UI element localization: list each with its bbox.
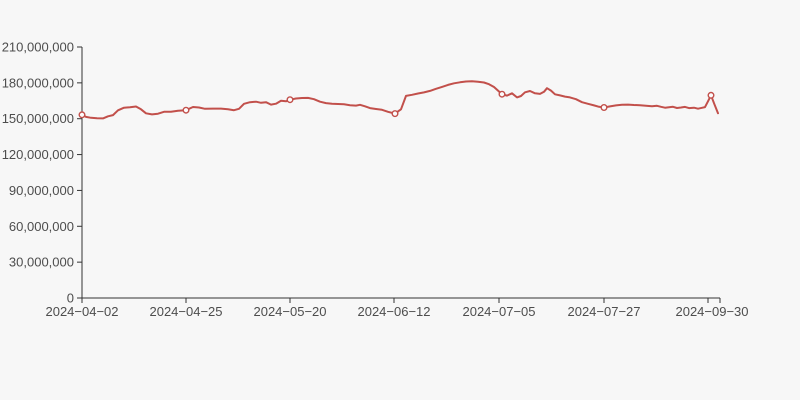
- data-point-marker[interactable]: [600, 103, 608, 111]
- y-axis-label: 120,000,000: [2, 147, 74, 162]
- x-axis-label: 2024−07−27: [567, 304, 640, 319]
- y-axis-label: 180,000,000: [2, 75, 74, 90]
- data-point-marker[interactable]: [707, 91, 715, 99]
- series-markers-group: [78, 90, 715, 119]
- y-axis-ticks: [77, 46, 82, 299]
- data-point-marker[interactable]: [78, 111, 86, 119]
- x-axis-labels: 2024−04−02 2024−04−25 2024−05−20 2024−06−12…: [45, 304, 748, 319]
- series-line[interactable]: [81, 80, 719, 120]
- data-point-marker[interactable]: [182, 106, 190, 114]
- y-axis-label: 60,000,000: [9, 219, 74, 234]
- data-point-marker[interactable]: [286, 96, 294, 104]
- y-axis-label: 90,000,000: [9, 183, 74, 198]
- y-axis-label: 0: [67, 291, 74, 306]
- y-axis-label: 30,000,000: [9, 255, 74, 270]
- y-axis-labels: 0 30,000,000 60,000,000 90,000,000 120,000,0…: [2, 40, 74, 306]
- x-axis-label: 2024−04−02: [45, 304, 118, 319]
- data-point-marker[interactable]: [498, 90, 506, 98]
- x-axis-label: 2024−09−30: [675, 304, 748, 319]
- x-axis-label: 2024−07−05: [462, 304, 535, 319]
- y-axis-label: 150,000,000: [2, 111, 74, 126]
- axes: [81, 47, 720, 299]
- x-axis-label: 2024−05−20: [253, 304, 326, 319]
- x-axis-label: 2024−04−25: [149, 304, 222, 319]
- x-axis-label: 2024−06−12: [357, 304, 430, 319]
- y-axis-label: 210,000,000: [2, 40, 74, 55]
- data-point-marker[interactable]: [391, 110, 399, 118]
- x-axis-ticks: [81, 298, 721, 303]
- series-line-group: [81, 80, 719, 120]
